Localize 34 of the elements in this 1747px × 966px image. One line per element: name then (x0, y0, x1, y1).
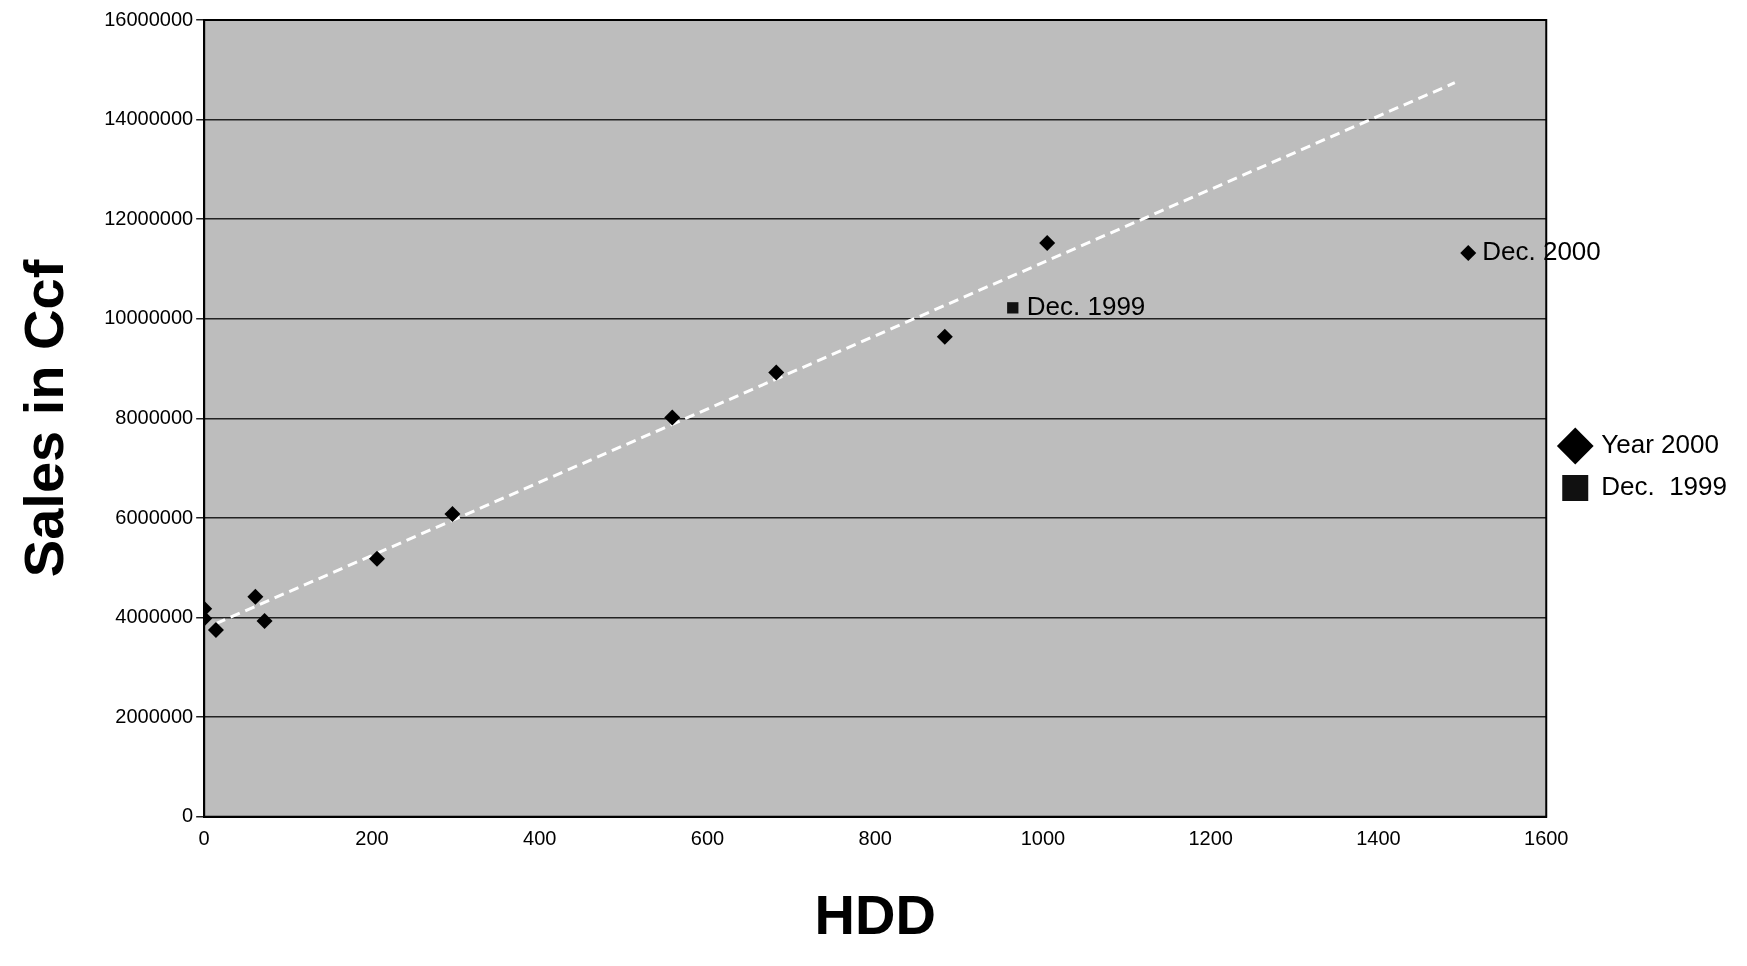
y-tick-label: 12000000 (104, 206, 194, 229)
y-tick-label: 14000000 (104, 107, 194, 130)
point (768, 364, 785, 381)
y-tick-label: 4000000 (115, 605, 194, 628)
y-axis-title: Sales in Ccf (12, 259, 76, 578)
point (444, 506, 461, 523)
y-tick-label: 2000000 (115, 704, 194, 727)
x-tick-label: 800 (858, 827, 892, 850)
x-tick-label: 600 (690, 827, 725, 850)
x-tick-label: 0 (198, 827, 210, 850)
x-tick-label: 400 (523, 827, 557, 850)
annotation: Dec. 1999 (1026, 291, 1146, 322)
y-tick-label: 16000000 (104, 7, 194, 30)
y-tick-label: 0 (182, 804, 194, 827)
y-tick-label: 6000000 (115, 505, 194, 528)
x-tick-label: 1400 (1356, 827, 1401, 850)
y-tick-label: 10000000 (104, 306, 194, 329)
x-tick-label: 1200 (1188, 827, 1233, 850)
legend-label: Year 2000 (1601, 429, 1719, 460)
x-axis-title: HDD (814, 882, 936, 946)
x-tick-label: 200 (355, 827, 389, 850)
point (368, 550, 385, 567)
point (1039, 235, 1056, 252)
legend-label: Dec. 1999 (1601, 471, 1727, 502)
point (664, 409, 681, 426)
point (936, 328, 953, 345)
point (247, 588, 264, 605)
point (256, 613, 273, 630)
y-tick-label: 8000000 (115, 405, 194, 428)
point (1007, 302, 1019, 314)
x-tick-label: 1000 (1020, 827, 1066, 850)
point (1460, 245, 1477, 262)
x-tick-label: 1600 (1524, 827, 1569, 850)
point (207, 622, 224, 639)
